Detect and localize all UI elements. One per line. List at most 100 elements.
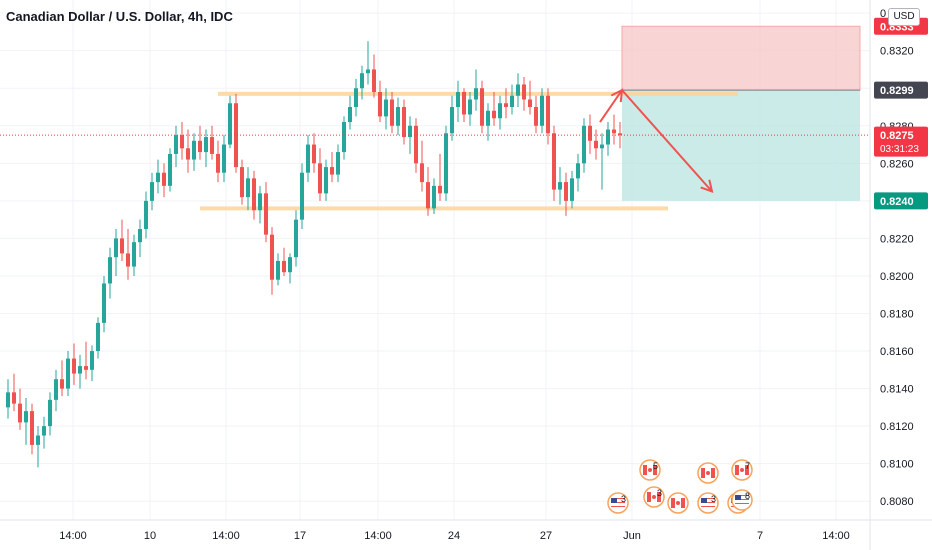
candle[interactable] bbox=[552, 125, 556, 201]
candle[interactable] bbox=[516, 73, 520, 108]
candle[interactable] bbox=[486, 103, 490, 141]
candle[interactable] bbox=[444, 125, 448, 201]
candle[interactable] bbox=[498, 95, 502, 130]
candle[interactable] bbox=[18, 388, 22, 430]
candle[interactable] bbox=[66, 351, 70, 397]
candle[interactable] bbox=[366, 41, 370, 85]
candle[interactable] bbox=[156, 159, 160, 194]
candle[interactable] bbox=[504, 88, 508, 119]
candle[interactable] bbox=[72, 343, 76, 385]
candle[interactable] bbox=[534, 95, 538, 134]
candle[interactable] bbox=[228, 95, 232, 149]
candle[interactable] bbox=[462, 88, 466, 123]
event-usa-flag-icon[interactable]: 8 bbox=[731, 489, 753, 511]
candle[interactable] bbox=[30, 403, 34, 455]
candle[interactable] bbox=[234, 93, 238, 173]
candle[interactable] bbox=[270, 227, 274, 295]
candle[interactable] bbox=[558, 167, 562, 205]
candle[interactable] bbox=[600, 133, 604, 190]
candle[interactable] bbox=[450, 95, 454, 141]
candle[interactable] bbox=[342, 116, 346, 160]
candle[interactable] bbox=[84, 341, 88, 380]
candle[interactable] bbox=[378, 80, 382, 123]
candle[interactable] bbox=[126, 229, 130, 280]
candle[interactable] bbox=[540, 88, 544, 134]
candle[interactable] bbox=[192, 133, 196, 171]
candle[interactable] bbox=[594, 129, 598, 160]
candle[interactable] bbox=[138, 219, 142, 258]
candle[interactable] bbox=[402, 99, 406, 145]
candle[interactable] bbox=[570, 170, 574, 209]
event-canada-flag-icon[interactable]: 7 bbox=[731, 459, 753, 481]
candle[interactable] bbox=[612, 114, 616, 145]
candle[interactable] bbox=[12, 373, 16, 412]
candle[interactable] bbox=[354, 78, 358, 117]
candle[interactable] bbox=[120, 219, 124, 261]
event-usa-flag-icon[interactable]: 3 bbox=[697, 492, 719, 514]
candle[interactable] bbox=[618, 122, 622, 149]
candle[interactable] bbox=[474, 69, 478, 111]
x-axis[interactable]: 14:00 10 14:00 17 14:00 24 27 Jun 7 14:00 bbox=[59, 530, 850, 542]
currency-button[interactable]: USD bbox=[888, 8, 920, 26]
candle[interactable] bbox=[174, 125, 178, 168]
candle[interactable] bbox=[294, 210, 298, 267]
candle[interactable] bbox=[60, 360, 64, 397]
candle[interactable] bbox=[408, 116, 412, 154]
event-canada-flag-icon[interactable]: 5 bbox=[639, 459, 661, 481]
candle[interactable] bbox=[324, 159, 328, 201]
candle[interactable] bbox=[480, 80, 484, 134]
candle[interactable] bbox=[522, 76, 526, 111]
candle[interactable] bbox=[150, 172, 154, 211]
candle[interactable] bbox=[576, 153, 580, 192]
candle[interactable] bbox=[90, 345, 94, 382]
candle[interactable] bbox=[162, 163, 166, 198]
candle[interactable] bbox=[468, 91, 472, 126]
candle[interactable] bbox=[432, 178, 436, 215]
candle[interactable] bbox=[582, 118, 586, 173]
economic-events[interactable]: 5333578 bbox=[607, 459, 753, 514]
candle[interactable] bbox=[318, 148, 322, 201]
candle[interactable] bbox=[246, 167, 250, 211]
candle[interactable] bbox=[426, 167, 430, 216]
candle[interactable] bbox=[390, 91, 394, 134]
candle[interactable] bbox=[36, 426, 40, 468]
candle[interactable] bbox=[492, 91, 496, 126]
candle[interactable] bbox=[300, 163, 304, 230]
candle[interactable] bbox=[54, 369, 58, 412]
event-canada-flag-icon[interactable] bbox=[667, 492, 689, 514]
candle[interactable] bbox=[204, 129, 208, 168]
candle[interactable] bbox=[210, 125, 214, 160]
candle[interactable] bbox=[198, 125, 202, 160]
candle[interactable] bbox=[396, 97, 400, 136]
candle[interactable] bbox=[456, 80, 460, 123]
candle[interactable] bbox=[252, 170, 256, 220]
candle[interactable] bbox=[282, 247, 286, 276]
candle[interactable] bbox=[312, 133, 316, 173]
candle[interactable] bbox=[528, 80, 532, 115]
candle[interactable] bbox=[186, 129, 190, 173]
projection-arrow[interactable] bbox=[599, 88, 714, 194]
candle[interactable] bbox=[588, 114, 592, 154]
candle[interactable] bbox=[510, 84, 514, 115]
event-usa-flag-icon[interactable]: 3 bbox=[607, 492, 629, 514]
candle[interactable] bbox=[336, 144, 340, 183]
candle[interactable] bbox=[414, 118, 418, 173]
event-canada-flag-icon[interactable] bbox=[697, 462, 719, 484]
candle[interactable] bbox=[276, 253, 280, 286]
candle[interactable] bbox=[606, 122, 610, 156]
candle[interactable] bbox=[168, 148, 172, 192]
candle[interactable] bbox=[102, 275, 106, 333]
candle[interactable] bbox=[78, 354, 82, 389]
candle[interactable] bbox=[108, 247, 112, 299]
candle[interactable] bbox=[48, 392, 52, 436]
candle[interactable] bbox=[6, 379, 10, 419]
candle[interactable] bbox=[306, 135, 310, 183]
candle[interactable] bbox=[372, 54, 376, 98]
candle[interactable] bbox=[384, 88, 388, 130]
candle[interactable] bbox=[180, 122, 184, 160]
candle[interactable] bbox=[240, 159, 244, 205]
candle[interactable] bbox=[114, 229, 118, 276]
candle[interactable] bbox=[24, 397, 28, 445]
candle[interactable] bbox=[216, 140, 220, 183]
